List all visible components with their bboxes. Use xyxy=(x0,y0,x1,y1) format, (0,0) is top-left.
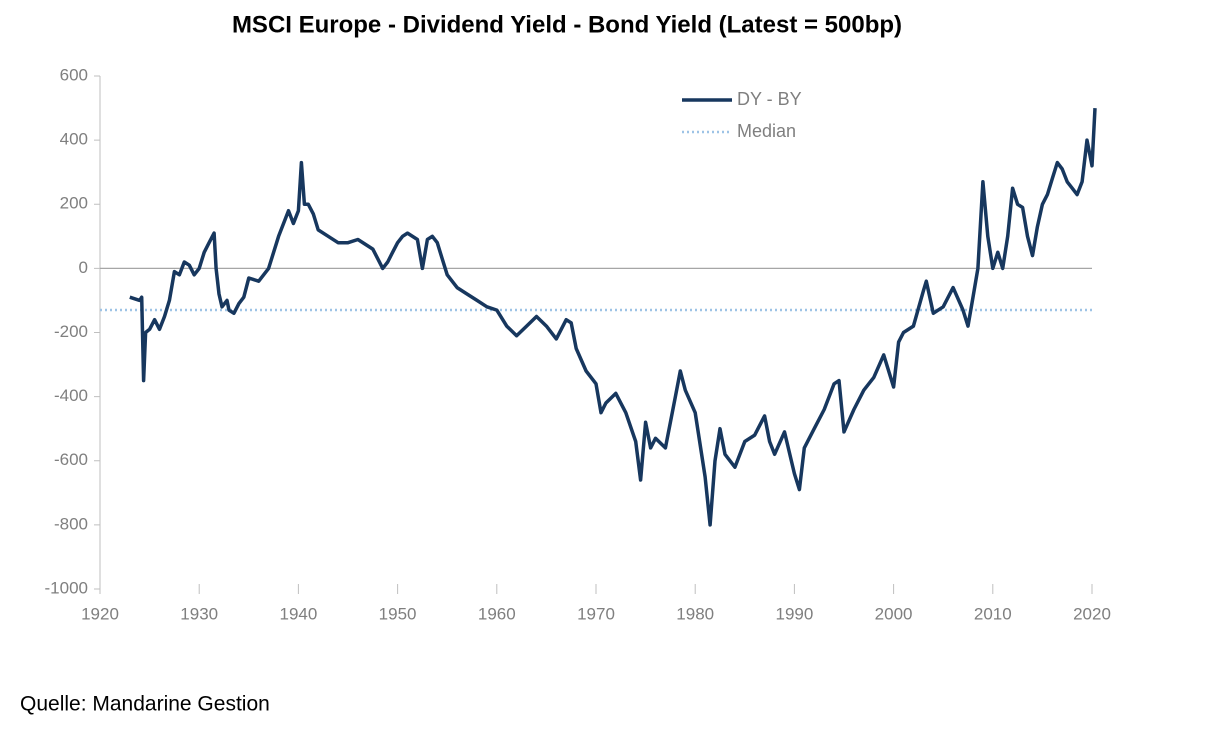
x-tick-label: 1990 xyxy=(775,604,813,623)
x-tick-label: 1970 xyxy=(577,604,615,623)
x-tick-label: 1960 xyxy=(478,604,516,623)
y-tick-label: -800 xyxy=(54,514,88,533)
y-tick-label: 0 xyxy=(79,258,88,277)
x-tick-label: 1980 xyxy=(676,604,714,623)
y-tick-label: 400 xyxy=(60,130,88,149)
x-tick-label: 1920 xyxy=(81,604,119,623)
y-tick-label: -200 xyxy=(54,322,88,341)
x-tick-label: 1950 xyxy=(379,604,417,623)
x-tick-label: 1930 xyxy=(180,604,218,623)
y-tick-label: 200 xyxy=(60,194,88,213)
y-tick-label: -600 xyxy=(54,450,88,469)
y-tick-label: -400 xyxy=(54,386,88,405)
series-line xyxy=(129,108,1097,527)
legend-label: DY - BY xyxy=(737,89,802,109)
y-tick-label: 600 xyxy=(60,65,88,84)
y-tick-label: -1000 xyxy=(45,578,88,597)
legend-label: Median xyxy=(737,121,796,141)
source: Quelle: Mandarine Gestion xyxy=(20,693,270,716)
chart-title: MSCI Europe - Dividend Yield - Bond Yiel… xyxy=(232,11,902,38)
x-tick-label: 1940 xyxy=(279,604,317,623)
x-tick-label: 2010 xyxy=(974,604,1012,623)
x-tick-label: 2020 xyxy=(1073,604,1111,623)
x-tick-label: 2000 xyxy=(875,604,913,623)
